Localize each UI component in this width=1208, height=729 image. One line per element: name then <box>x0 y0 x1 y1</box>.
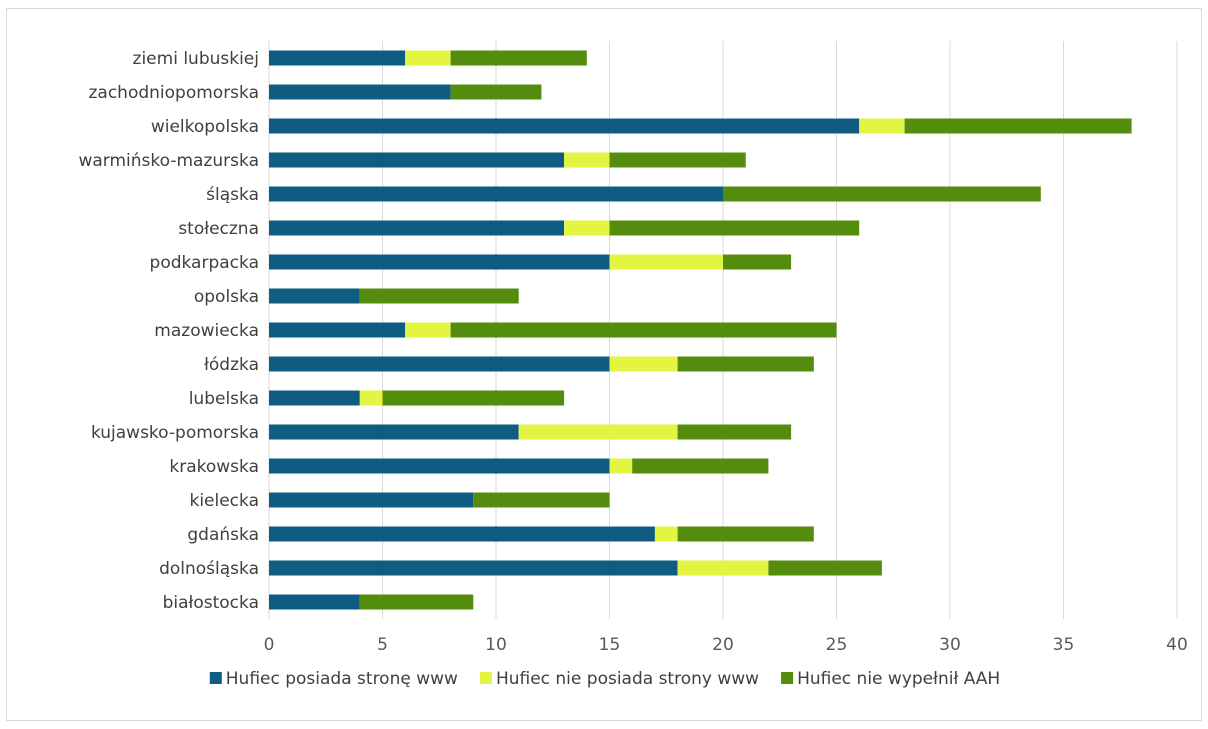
bar-segment-3 <box>473 492 610 508</box>
bar-segment-2 <box>859 118 905 134</box>
category-label: kujawsko-pomorska <box>91 423 259 443</box>
bar-segment-1 <box>269 424 519 440</box>
bar-segment-1 <box>269 560 678 576</box>
bar-segment-1 <box>269 390 360 406</box>
x-tick-label: 0 <box>264 635 275 655</box>
bar-segment-2 <box>564 152 610 168</box>
bar-segment-3 <box>677 424 792 440</box>
bar-segment-1 <box>269 492 474 508</box>
bar-segment-1 <box>269 254 610 270</box>
legend-item-1: Hufiec posiada stronę www <box>209 669 458 689</box>
bar-segment-2 <box>654 526 678 542</box>
bar-segment-3 <box>768 560 882 576</box>
category-label: białostocka <box>163 593 259 613</box>
category-label: śląska <box>206 185 259 205</box>
bar-segment-2 <box>677 560 769 576</box>
bar-segment-3 <box>723 186 1041 202</box>
bar-segment-2 <box>405 50 451 66</box>
bar-segment-3 <box>450 322 837 338</box>
x-tick-label: 5 <box>377 635 388 655</box>
legend-label: Hufiec nie posiada strony www <box>496 669 759 689</box>
x-tick-label: 40 <box>1166 635 1188 655</box>
category-label: stołeczna <box>178 219 259 239</box>
bar-segment-3 <box>450 84 542 100</box>
bar-segment-1 <box>269 220 565 236</box>
category-label: mazowiecka <box>154 321 259 341</box>
bar-segment-2 <box>609 356 678 372</box>
x-tick-label: 35 <box>1053 635 1075 655</box>
category-label: ziemi lubuskiej <box>133 49 259 69</box>
bar-segment-3 <box>382 390 565 406</box>
bar-segment-1 <box>269 118 860 134</box>
legend-swatch <box>781 672 794 684</box>
category-labels: białostocka dolnośląska gdańska kielecka kra… <box>78 49 259 613</box>
bar-segment-3 <box>677 526 814 542</box>
bars <box>269 50 1132 610</box>
bar-segment-1 <box>269 186 723 202</box>
category-label: podkarpacka <box>150 253 259 273</box>
category-label: łódzka <box>204 355 259 375</box>
bar-segment-1 <box>269 322 406 338</box>
bar-segment-1 <box>269 288 360 304</box>
bar-segment-2 <box>405 322 451 338</box>
bar-segment-1 <box>269 356 610 372</box>
legend-item-3: Hufiec nie wypełnił AAH <box>781 669 1000 689</box>
bar-segment-3 <box>359 594 474 610</box>
category-label: wielkopolska <box>151 117 259 137</box>
legend-label: Hufiec posiada stronę www <box>226 669 458 689</box>
bar-segment-3 <box>632 458 769 474</box>
bar-segment-2 <box>609 458 633 474</box>
x-tick-label: 25 <box>826 635 848 655</box>
x-tick-label: 15 <box>599 635 621 655</box>
stacked-bar-chart: białostocka dolnośląska gdańska kielecka kra… <box>78 41 1188 689</box>
bar-segment-1 <box>269 84 451 100</box>
bar-segment-3 <box>723 254 792 270</box>
legend: Hufiec posiada stronę www Hufiec nie posi… <box>209 669 1000 689</box>
category-label: opolska <box>194 287 259 307</box>
category-label: zachodniopomorska <box>88 83 259 103</box>
bar-segment-1 <box>269 50 406 66</box>
category-label: kielecka <box>189 491 259 511</box>
x-tick-label: 20 <box>712 635 734 655</box>
legend-label: Hufiec nie wypełnił AAH <box>797 669 1000 689</box>
bar-segment-2 <box>609 254 723 270</box>
bar-segment-3 <box>450 50 587 66</box>
chart-frame: białostocka dolnośląska gdańska kielecka kra… <box>6 8 1202 721</box>
bar-segment-2 <box>564 220 610 236</box>
category-label: dolnośląska <box>159 559 259 579</box>
x-tick-label: 10 <box>485 635 507 655</box>
legend-item-2: Hufiec nie posiada strony www <box>479 669 759 689</box>
bar-segment-2 <box>359 390 383 406</box>
legend-swatch <box>479 672 492 684</box>
bar-segment-3 <box>677 356 814 372</box>
category-label: lubelska <box>189 389 259 409</box>
bar-segment-3 <box>609 152 746 168</box>
bar-segment-3 <box>359 288 519 304</box>
bar-segment-2 <box>518 424 678 440</box>
bar-segment-3 <box>904 118 1132 134</box>
category-label: krakowska <box>169 457 259 477</box>
bar-segment-3 <box>609 220 860 236</box>
bar-segment-1 <box>269 152 565 168</box>
x-tick-labels: 0 5 10 15 20 25 30 35 40 <box>264 635 1188 655</box>
legend-swatch <box>209 672 222 684</box>
category-label: warmińsko-mazurska <box>78 151 259 171</box>
bar-segment-1 <box>269 594 360 610</box>
x-tick-label: 30 <box>939 635 961 655</box>
category-label: gdańska <box>187 525 259 545</box>
bar-segment-1 <box>269 458 610 474</box>
bar-segment-1 <box>269 526 655 542</box>
